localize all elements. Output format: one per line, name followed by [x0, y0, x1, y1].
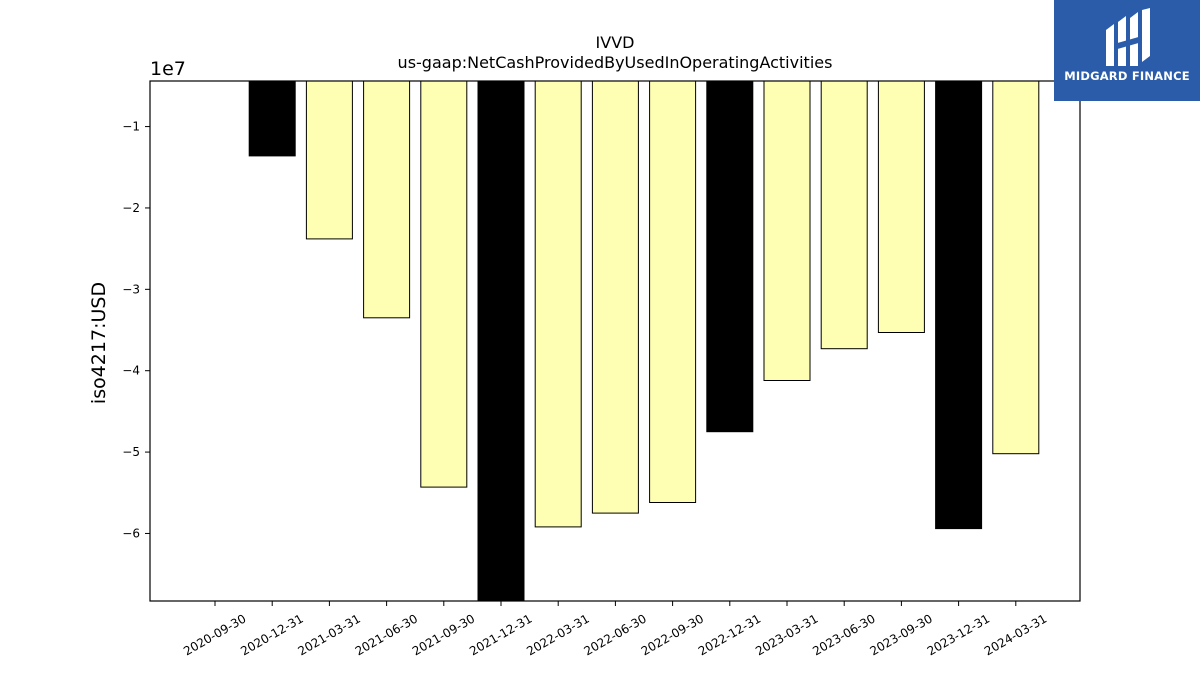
- bar-2022-12-31: [706, 80, 754, 433]
- x-tick-label: 2023-12-31: [925, 611, 992, 658]
- y-tick-label: −3: [122, 282, 140, 296]
- x-tick-label: 2020-12-31: [238, 611, 305, 658]
- y-tick-label: −4: [122, 364, 140, 378]
- x-tick-label: 2021-12-31: [467, 611, 534, 658]
- bar-2020-12-31: [248, 80, 296, 157]
- x-tick-label: 2020-09-30: [181, 611, 248, 658]
- x-tick-label: 2021-03-31: [295, 611, 362, 658]
- y-tick-label: −1: [122, 120, 140, 134]
- bar-2023-03-31: [763, 80, 811, 381]
- bar-2022-03-31: [534, 80, 582, 528]
- y-tick-label: −2: [122, 201, 140, 215]
- bar-2023-12-31: [935, 80, 983, 530]
- bar-2021-06-30: [363, 80, 411, 319]
- x-tick-label: 2022-03-31: [524, 611, 591, 658]
- x-ticks: 2020-09-302020-12-312021-03-312021-06-30…: [181, 601, 1049, 658]
- bar-2023-09-30: [877, 80, 925, 333]
- x-tick-label: 2024-03-31: [982, 611, 1049, 658]
- logo-text: MIDGARD FINANCE: [1064, 69, 1190, 83]
- midgard-finance-logo: MIDGARD FINANCE: [1054, 0, 1200, 101]
- x-tick-label: 2023-09-30: [867, 611, 934, 658]
- bar-2021-12-31: [477, 80, 525, 602]
- logo-mark-icon: [1106, 8, 1150, 66]
- chart-subtitle: us-gaap:NetCashProvidedByUsedInOperating…: [398, 53, 833, 72]
- y-tick-label: −6: [122, 526, 140, 540]
- x-tick-label: 2022-06-30: [581, 611, 648, 658]
- x-tick-label: 2022-12-31: [696, 611, 763, 658]
- y-axis-label: iso4217:USD: [88, 282, 110, 404]
- x-tick-label: 2021-06-30: [353, 611, 420, 658]
- bar-2021-03-31: [305, 80, 353, 240]
- bar-2022-09-30: [649, 80, 697, 503]
- bar-2023-06-30: [820, 80, 868, 350]
- bar-2021-09-30: [420, 80, 468, 488]
- bar-2024-03-31: [992, 80, 1040, 455]
- bar-2022-06-30: [591, 80, 639, 514]
- x-tick-label: 2022-09-30: [639, 611, 706, 658]
- y-ticks: −1 −2 −3 −4 −5 −6: [122, 120, 150, 540]
- bars-group: [248, 80, 1040, 602]
- chart-title: IVVD: [596, 33, 635, 52]
- x-tick-label: 2023-06-30: [810, 611, 877, 658]
- x-tick-label: 2021-09-30: [410, 611, 477, 658]
- x-tick-label: 2023-03-31: [753, 611, 820, 658]
- y-scale-label: 1e7: [150, 58, 186, 80]
- y-tick-label: −5: [122, 445, 140, 459]
